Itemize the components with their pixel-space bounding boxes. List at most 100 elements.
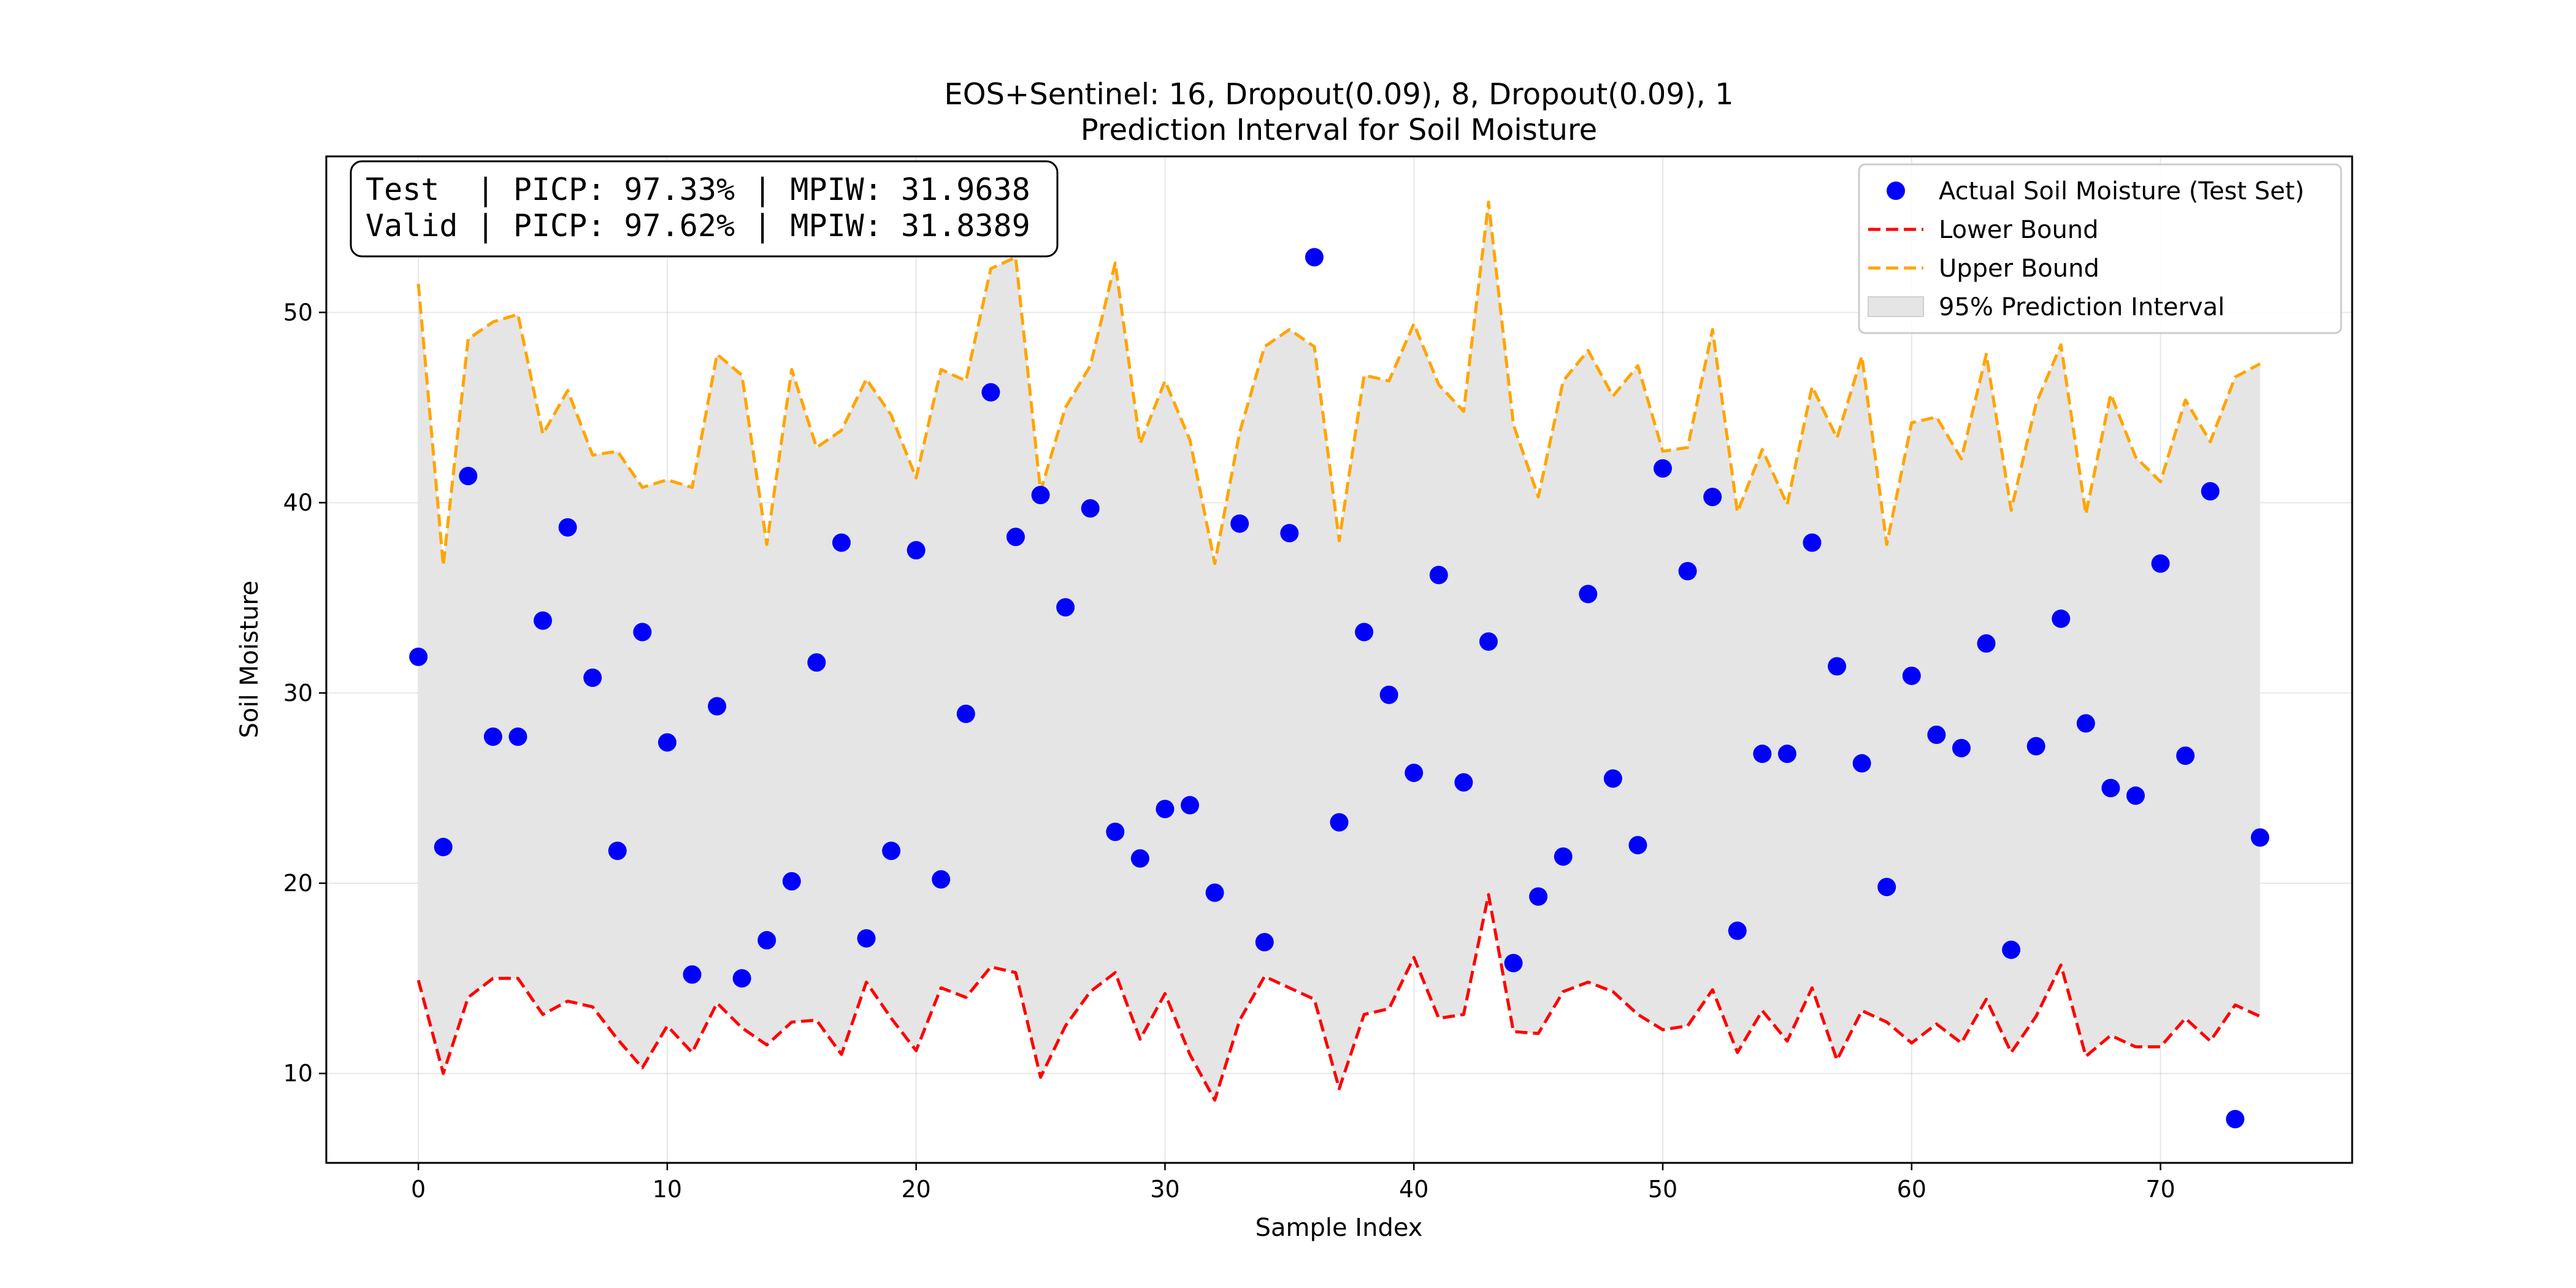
actual-point bbox=[1628, 835, 1647, 854]
actual-point bbox=[683, 965, 702, 984]
actual-point bbox=[1106, 822, 1125, 841]
legend: Actual Soil Moisture (Test Set) Lower Bo… bbox=[1858, 163, 2342, 334]
x-tick-label: 60 bbox=[1897, 1176, 1926, 1203]
lower-bound-line bbox=[416, 893, 2261, 1102]
actual-point bbox=[508, 727, 527, 746]
x-tick-label: 10 bbox=[653, 1176, 682, 1203]
y-axis-label: Soil Moisture bbox=[236, 581, 264, 738]
stats-box-frame bbox=[350, 160, 1059, 258]
bound-lines bbox=[416, 200, 2261, 1102]
x-tick-label: 70 bbox=[2145, 1176, 2175, 1203]
legend-lower-label: Lower Bound bbox=[1939, 216, 2099, 244]
actual-point bbox=[1952, 738, 1971, 757]
actual-point bbox=[1554, 847, 1573, 866]
x-tick-label: 20 bbox=[902, 1176, 931, 1203]
x-tick-label: 0 bbox=[411, 1176, 426, 1203]
actual-point bbox=[1977, 634, 1996, 653]
actual-point bbox=[2026, 737, 2045, 756]
plot-frame bbox=[325, 155, 2353, 1164]
prediction-interval-area bbox=[418, 202, 2260, 1100]
y-tick-label: 30 bbox=[283, 680, 313, 707]
y-tick-label: 40 bbox=[283, 489, 313, 516]
actual-point bbox=[2076, 714, 2095, 733]
actual-point bbox=[1579, 585, 1598, 604]
actual-point bbox=[832, 533, 851, 552]
actual-point bbox=[1330, 813, 1349, 832]
actual-points bbox=[409, 248, 2269, 1129]
actual-point bbox=[1429, 565, 1448, 585]
actual-point bbox=[882, 841, 901, 861]
legend-upper-label: Upper Bound bbox=[1939, 255, 2099, 283]
actual-point bbox=[583, 668, 602, 687]
actual-point bbox=[1728, 921, 1747, 940]
actual-point bbox=[2151, 554, 2170, 573]
actual-point bbox=[1305, 248, 1324, 267]
actual-point bbox=[807, 653, 826, 672]
actual-point bbox=[1803, 533, 1822, 552]
actual-point bbox=[434, 838, 453, 857]
legend-band-marker bbox=[1868, 296, 1924, 317]
chart-subtitle: Prediction Interval for Soil Moisture bbox=[1081, 113, 1597, 147]
actual-point bbox=[2176, 746, 2195, 765]
stats-valid-line: Valid | PICP: 97.62% | MPIW: 31.8389 bbox=[366, 208, 1030, 243]
actual-point bbox=[708, 697, 727, 716]
actual-point bbox=[1355, 623, 1374, 642]
actual-point bbox=[2250, 828, 2269, 847]
actual-point bbox=[1902, 666, 1921, 685]
actual-point bbox=[782, 872, 801, 891]
legend-frame bbox=[1858, 163, 2342, 334]
chart-title: EOS+Sentinel: 16, Dropout(0.09), 8, Drop… bbox=[944, 77, 1733, 112]
x-axis-label: Sample Index bbox=[1255, 1214, 1423, 1242]
y-tick-label: 10 bbox=[283, 1060, 313, 1087]
actual-point bbox=[1753, 745, 1772, 764]
actual-point bbox=[2052, 609, 2071, 628]
actual-point bbox=[534, 611, 553, 630]
actual-point bbox=[1181, 795, 1200, 815]
actual-point bbox=[1927, 726, 1946, 745]
actual-point bbox=[932, 870, 951, 889]
actual-point bbox=[1405, 764, 1424, 783]
actual-point bbox=[1006, 527, 1025, 546]
actual-point bbox=[2002, 940, 2021, 959]
actual-point bbox=[608, 841, 627, 861]
actual-point bbox=[1703, 488, 1722, 507]
actual-point bbox=[981, 383, 1000, 402]
actual-point bbox=[657, 733, 677, 752]
actual-point bbox=[1529, 887, 1548, 906]
actual-point bbox=[956, 704, 975, 723]
actual-point bbox=[409, 647, 428, 666]
actual-point bbox=[633, 623, 652, 642]
actual-point bbox=[1230, 514, 1249, 533]
actual-point bbox=[1255, 933, 1274, 952]
actual-point bbox=[1081, 499, 1100, 518]
actual-point bbox=[1678, 562, 1697, 581]
x-tick-label: 50 bbox=[1648, 1176, 1677, 1203]
actual-point bbox=[1156, 800, 1175, 819]
stats-test-line: Test | PICP: 97.33% | MPIW: 31.9638 bbox=[366, 172, 1030, 207]
legend-actual-label: Actual Soil Moisture (Test Set) bbox=[1939, 177, 2304, 205]
actual-point bbox=[1654, 459, 1673, 478]
actual-point bbox=[558, 518, 577, 537]
actual-point bbox=[2226, 1110, 2245, 1129]
actual-point bbox=[1828, 657, 1847, 676]
actual-point bbox=[1056, 598, 1075, 617]
upper-bound-line bbox=[416, 200, 2261, 567]
x-tick-label: 40 bbox=[1399, 1176, 1428, 1203]
actual-point bbox=[1280, 524, 1299, 543]
actual-point bbox=[1852, 754, 1871, 773]
prediction-interval-band bbox=[418, 202, 2260, 1100]
y-axis-ticks: 10 20 30 40 50 bbox=[283, 299, 326, 1087]
actual-point bbox=[1454, 773, 1473, 792]
actual-point bbox=[907, 541, 926, 560]
actual-point bbox=[1504, 954, 1523, 973]
actual-point bbox=[1205, 883, 1224, 902]
stats-box: Test | PICP: 97.33% | MPIW: 31.9638 Vali… bbox=[350, 160, 1059, 258]
actual-point bbox=[857, 929, 876, 948]
actual-point bbox=[2201, 481, 2220, 500]
actual-point bbox=[459, 467, 478, 486]
actual-point bbox=[1777, 745, 1796, 764]
actual-point bbox=[1877, 878, 1896, 897]
actual-point bbox=[757, 931, 776, 950]
actual-point bbox=[2101, 778, 2120, 797]
